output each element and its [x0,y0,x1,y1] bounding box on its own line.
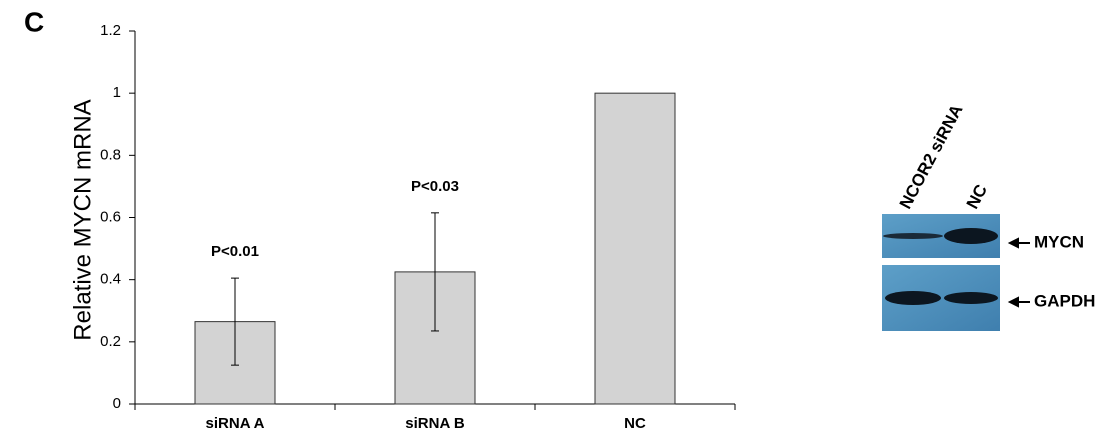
blot-band [885,291,941,305]
band-label: MYCN [1034,232,1084,251]
arrow [1007,296,1030,308]
blot-band [944,228,998,244]
y-tick-label: 1 [113,84,121,101]
lane-label: NCOR2 siRNA [896,101,967,212]
western-blot: NCOR2 siRNA NC MYCN GAPDH [882,101,1095,331]
x-tick-label: NC [624,415,646,432]
arrow [1007,237,1030,249]
panel-label: C [24,6,44,37]
y-tick-label: 0.2 [100,333,121,350]
lane-label: NC [963,181,991,212]
annotation: P<0.01 [211,243,259,260]
blot-band [944,292,998,304]
x-tick-label: siRNA A [206,415,265,432]
y-tick-label: 0.6 [100,208,121,225]
x-tick-label: siRNA B [405,415,465,432]
y-axis-label: Relative MYCN mRNA [69,99,96,340]
y-tick-label: 0.8 [100,146,121,163]
annotation: P<0.03 [411,178,459,195]
blot-band [883,233,943,239]
bar [594,92,676,405]
y-tick-label: 1.2 [100,22,121,39]
y-tick-label: 0 [113,395,121,412]
band-label: GAPDH [1034,291,1095,310]
category-separators [134,404,736,410]
y-tick-label: 0.4 [100,271,121,288]
